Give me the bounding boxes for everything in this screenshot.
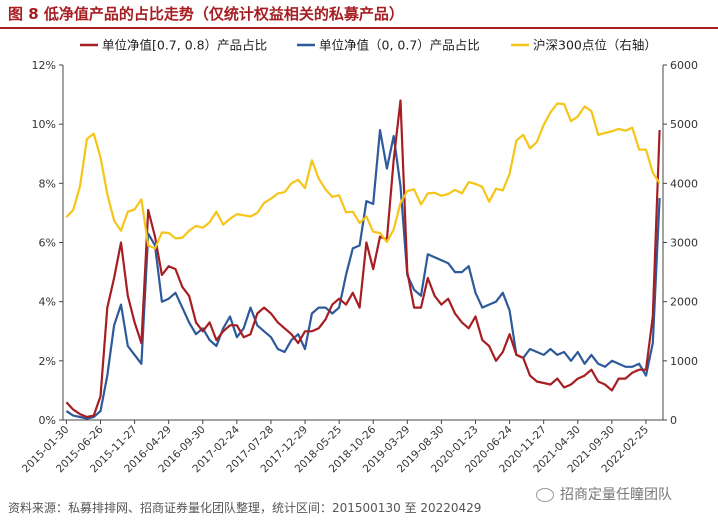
series-layer: [65, 99, 661, 420]
watermark: 招商定量任瞳团队: [536, 484, 672, 504]
y-left-tick-label: 2%: [39, 355, 56, 368]
y-left-tick-label: 10%: [32, 118, 56, 131]
y-right-tick-label: 2000: [670, 296, 698, 309]
y-left-tick-label: 8%: [39, 177, 56, 190]
y-right-tick-label: 4000: [670, 177, 698, 190]
series-line-0: [65, 99, 661, 419]
y-right-tick-label: 0: [670, 414, 677, 427]
y-left-tick-label: 0%: [39, 414, 56, 427]
series-line-2: [65, 102, 661, 250]
y-left-tick-label: 12%: [32, 59, 56, 72]
chart-title: 图 8 低净值产品的占比走势（仅统计权益相关的私募产品）: [8, 5, 404, 23]
legend-label-2: 沪深300点位（右轴）: [533, 38, 657, 53]
y-right-tick-label: 5000: [670, 118, 698, 131]
title-divider: [0, 27, 718, 29]
source-footer: 资料来源：私募排排网、招商证券量化团队整理，统计区间：201500130 至 2…: [8, 501, 482, 515]
legend-label-1: 单位净值（0, 0.7）产品占比: [319, 38, 480, 53]
y-right-tick-label: 3000: [670, 237, 698, 250]
series-line-1: [65, 129, 661, 420]
y-left-tick-label: 4%: [39, 296, 56, 309]
wechat-icon: [536, 488, 554, 502]
watermark-text: 招商定量任瞳团队: [560, 487, 672, 503]
y-right-tick-label: 1000: [670, 355, 698, 368]
y-left-tick-label: 6%: [39, 237, 56, 250]
legend-label-0: 单位净值[0.7, 0.8）产品占比: [102, 38, 267, 53]
y-right-tick-label: 6000: [670, 59, 698, 72]
legend: 单位净值[0.7, 0.8）产品占比 单位净值（0, 0.7）产品占比 沪深300点…: [80, 38, 657, 53]
axes: 0% 2% 4% 6% 8% 10% 12% 0 1000 2000 3000 4000 5000 600…: [20, 59, 698, 475]
